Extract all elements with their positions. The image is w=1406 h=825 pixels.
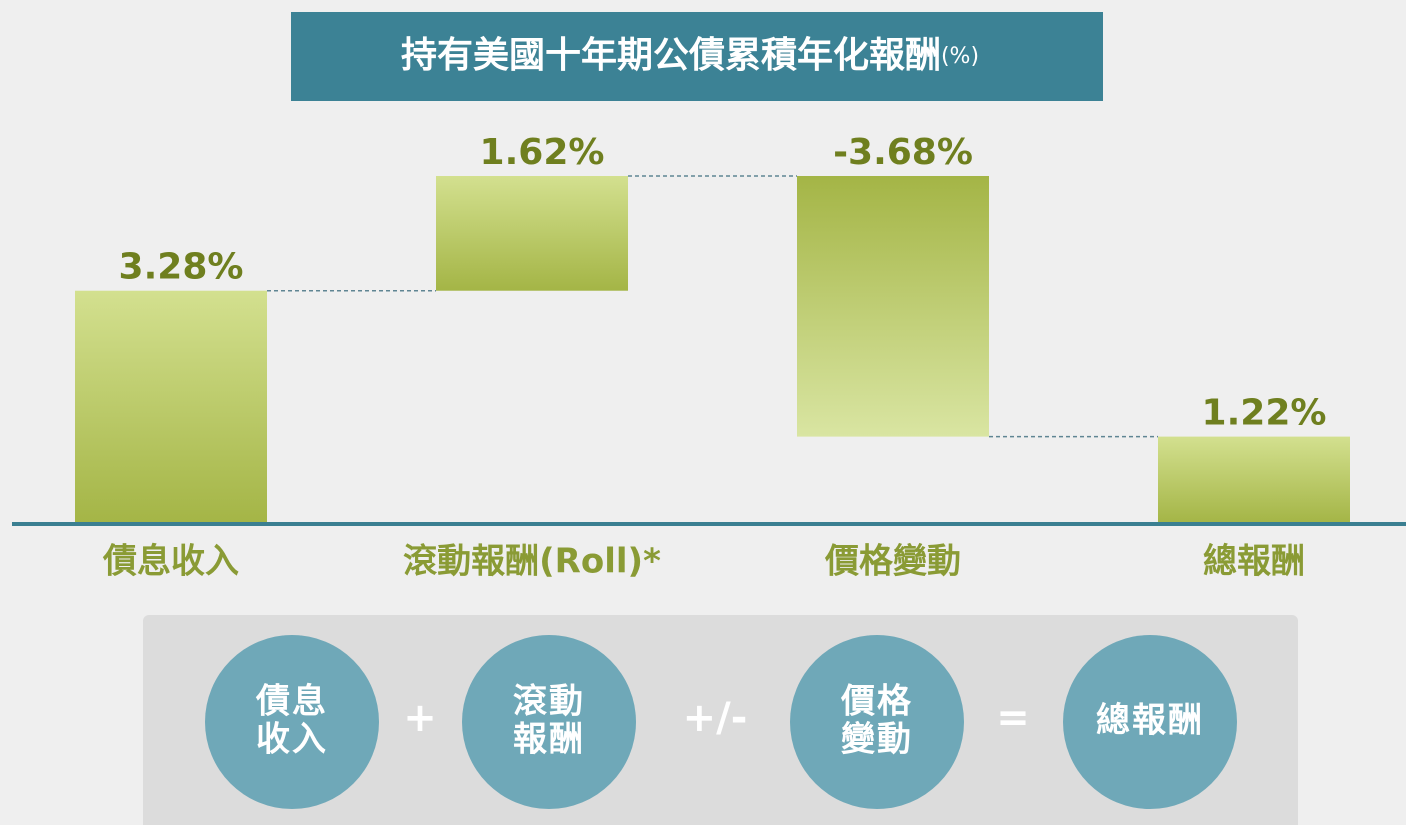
bar bbox=[1158, 436, 1350, 523]
formula-item: 債息 bbox=[255, 682, 328, 722]
formula-operator: +/- bbox=[683, 695, 748, 741]
formula-circle bbox=[205, 635, 379, 809]
category-label: 價格變動 bbox=[824, 542, 961, 582]
bar bbox=[75, 290, 267, 523]
formula-item: 收入 bbox=[256, 720, 328, 760]
formula-item: 變動 bbox=[841, 720, 913, 760]
value-label: 1.62% bbox=[480, 132, 605, 173]
title-box bbox=[291, 12, 1103, 101]
formula-circle bbox=[1063, 635, 1237, 809]
category-label: 總報酬 bbox=[1203, 542, 1305, 582]
bar bbox=[436, 176, 628, 291]
formula-operator: = bbox=[996, 695, 1030, 741]
formula-item: 總報酬 bbox=[1096, 701, 1204, 741]
value-label: 1.22% bbox=[1202, 393, 1327, 434]
formula-item: 報酬 bbox=[513, 720, 585, 760]
bar bbox=[797, 176, 989, 437]
category-label: 滾動報酬(Roll)* bbox=[403, 542, 661, 582]
formula-circle bbox=[462, 635, 636, 809]
formula-panel bbox=[143, 615, 1298, 825]
formula-item: 價格 bbox=[840, 682, 913, 722]
title-text: 持有美國十年期公債累積年化報酬 bbox=[401, 35, 941, 76]
chart-title: 持有美國十年期公債累積年化報酬(%) bbox=[401, 35, 979, 76]
formula-item: 滾動 bbox=[513, 682, 585, 722]
formula-operator: + bbox=[403, 695, 437, 741]
category-label: 債息收入 bbox=[102, 542, 239, 582]
title-unit: (%) bbox=[941, 44, 979, 69]
value-label: -3.68% bbox=[833, 132, 973, 173]
value-label: 3.28% bbox=[119, 247, 244, 288]
formula-circle bbox=[790, 635, 964, 809]
